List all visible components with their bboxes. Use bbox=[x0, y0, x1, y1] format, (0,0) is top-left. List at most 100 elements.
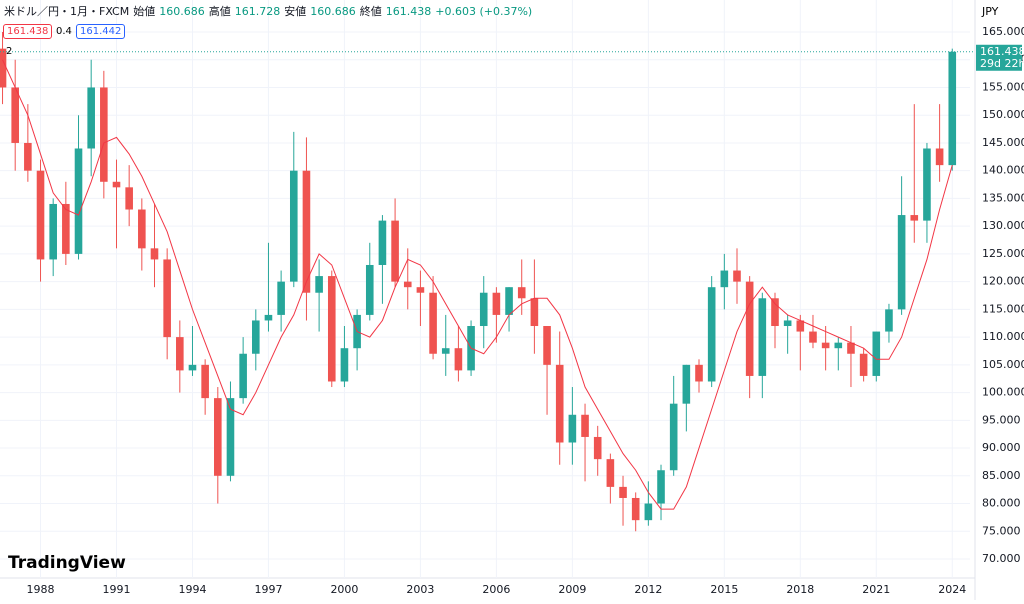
candle-body bbox=[492, 292, 501, 315]
low-label: 安値 bbox=[284, 5, 307, 18]
candle-body bbox=[226, 398, 235, 476]
candle-body bbox=[403, 281, 412, 288]
indicator-count[interactable]: 2 bbox=[6, 46, 13, 57]
candle-body bbox=[49, 203, 57, 260]
y-tick-label: 105.000 bbox=[982, 358, 1024, 371]
change: +0.603 (+0.37%) bbox=[435, 4, 533, 18]
candle-body bbox=[923, 148, 931, 221]
candle-body bbox=[619, 486, 627, 498]
y-tick-label: 120.000 bbox=[982, 275, 1024, 288]
candle-body bbox=[644, 503, 653, 521]
candle-body bbox=[74, 148, 83, 254]
candle-body bbox=[36, 170, 45, 260]
open-label: 始値 bbox=[133, 5, 156, 18]
y-tick-label: 85.000 bbox=[982, 469, 1021, 482]
x-tick-label: 1994 bbox=[178, 583, 206, 596]
candle-body bbox=[885, 309, 893, 332]
currency[interactable]: JPY bbox=[982, 5, 999, 18]
candle-body bbox=[11, 87, 19, 143]
y-tick-label: 130.000 bbox=[982, 219, 1024, 232]
y-tick-label: 100.000 bbox=[982, 386, 1024, 399]
y-tick-label: 70.000 bbox=[982, 552, 1021, 565]
moving-average bbox=[2, 59, 953, 510]
candle-body bbox=[695, 364, 703, 382]
candle-body bbox=[682, 364, 691, 404]
candle-body bbox=[910, 215, 919, 221]
candle-body bbox=[606, 459, 615, 487]
candle-body bbox=[214, 398, 222, 476]
candle-body bbox=[327, 276, 336, 382]
candle-body bbox=[87, 87, 95, 149]
candle-body bbox=[340, 348, 349, 382]
x-tick-label: 1988 bbox=[27, 583, 55, 596]
candle-body bbox=[657, 470, 665, 504]
candle-body bbox=[631, 497, 640, 521]
candle-body bbox=[783, 320, 792, 327]
candle-body bbox=[454, 348, 463, 371]
y-tick-label: 80.000 bbox=[982, 497, 1021, 510]
x-tick-label: 2003 bbox=[406, 583, 434, 596]
y-tick-label: 95.000 bbox=[982, 413, 1021, 426]
candle-body bbox=[391, 220, 399, 282]
close-value: 161.438 bbox=[385, 4, 432, 18]
candle-body bbox=[315, 276, 323, 293]
x-tick-label: 2021 bbox=[862, 583, 890, 596]
y-tick-label: 110.000 bbox=[982, 330, 1024, 343]
candle-body bbox=[176, 337, 184, 371]
candle-body bbox=[809, 331, 817, 343]
candle-body bbox=[201, 364, 209, 399]
candle-body bbox=[251, 320, 260, 354]
x-tick-label: 2006 bbox=[482, 583, 510, 596]
candle-body bbox=[188, 364, 197, 371]
high-label: 高値 bbox=[208, 5, 231, 18]
candle-body bbox=[543, 326, 551, 365]
candle-body bbox=[112, 181, 121, 188]
candle-body bbox=[416, 287, 425, 293]
candle-body bbox=[517, 287, 526, 299]
candle-body bbox=[163, 259, 171, 338]
sell-price[interactable]: 161.438 bbox=[3, 24, 53, 39]
candle-body bbox=[733, 270, 741, 282]
candle-body bbox=[796, 320, 805, 332]
x-tick-label: 1991 bbox=[103, 583, 131, 596]
candle-body bbox=[872, 331, 881, 376]
high-value: 161.728 bbox=[234, 4, 281, 18]
candle-body bbox=[378, 220, 387, 265]
x-tick-label: 1997 bbox=[254, 583, 282, 596]
candle-body bbox=[0, 48, 7, 88]
x-tick-label: 2018 bbox=[786, 583, 814, 596]
countdown: 29d 22h bbox=[980, 57, 1024, 70]
y-tick-label: 115.000 bbox=[982, 302, 1024, 315]
y-tick-label: 165.000 bbox=[982, 25, 1024, 38]
last-price-box bbox=[976, 44, 1022, 71]
candle-body bbox=[138, 209, 146, 249]
candle-body bbox=[821, 342, 830, 349]
buy-price[interactable]: 161.442 bbox=[76, 24, 126, 39]
candle-body bbox=[479, 292, 488, 327]
candle-body bbox=[581, 414, 589, 437]
candle-body bbox=[125, 187, 133, 210]
candle-body bbox=[847, 342, 855, 354]
close-label: 終値 bbox=[359, 5, 382, 18]
candle-body bbox=[441, 348, 450, 354]
candle-body bbox=[277, 281, 285, 315]
x-tick-label: 2000 bbox=[330, 583, 358, 596]
candle-body bbox=[24, 142, 32, 171]
candle-body bbox=[505, 287, 513, 315]
candle-body bbox=[62, 203, 70, 254]
y-tick-label: 90.000 bbox=[982, 441, 1021, 454]
candle-body bbox=[745, 281, 754, 376]
y-tick-label: 135.000 bbox=[982, 191, 1024, 204]
x-tick-label: 2009 bbox=[558, 583, 586, 596]
last-price-label: 161.438 bbox=[980, 45, 1024, 58]
y-tick-label: 140.000 bbox=[982, 164, 1024, 177]
candle-body bbox=[771, 298, 779, 327]
y-tick-label: 150.000 bbox=[982, 108, 1024, 121]
candle-body bbox=[593, 436, 602, 460]
y-tick-label: 145.000 bbox=[982, 136, 1024, 149]
spread: 0.4 bbox=[56, 26, 72, 37]
y-tick-label: 75.000 bbox=[982, 524, 1021, 537]
candle-body bbox=[150, 248, 159, 260]
open-value: 160.686 bbox=[159, 4, 205, 18]
symbol[interactable]: 米ドル／円・1月・FXCM bbox=[4, 5, 130, 18]
